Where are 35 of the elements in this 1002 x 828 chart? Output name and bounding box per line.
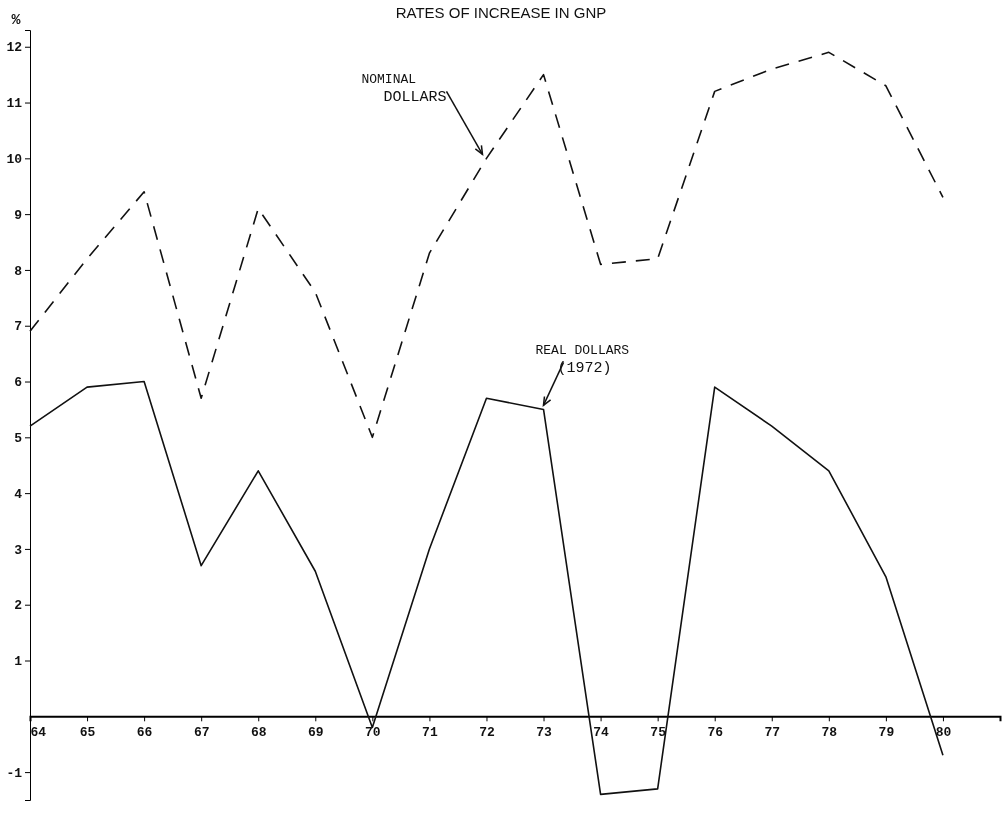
line-series xyxy=(29,51,944,439)
annotation: REAL DOLLARS (1972) xyxy=(535,343,630,378)
y-tick-label: 3 xyxy=(14,542,23,558)
x-tick-label: 72 xyxy=(479,725,495,740)
x-tick-label: 69 xyxy=(307,725,324,740)
y-tick-label: 4 xyxy=(14,486,23,502)
y-tick-label: 11 xyxy=(6,96,23,112)
y-tick-label: 8 xyxy=(14,263,23,279)
x-tick-label: 77 xyxy=(764,725,781,740)
x-tick-label: 78 xyxy=(821,725,838,740)
y-tick-label: 12 xyxy=(6,40,23,56)
x-tick-label: 68 xyxy=(250,725,267,740)
x-tick-label: 75 xyxy=(650,725,667,740)
y-tick-label: 5 xyxy=(14,430,23,446)
x-tick-label: 64 xyxy=(30,725,47,740)
y-tick-label: 6 xyxy=(14,375,23,391)
y-tick-label: 1 xyxy=(14,654,23,670)
x-tick-label: 73 xyxy=(536,725,553,740)
y-tick-label: -1 xyxy=(6,765,23,781)
x-tick-label: 65 xyxy=(79,725,96,740)
x-tick-label: 79 xyxy=(878,725,895,740)
y-tick-label: 7 xyxy=(14,319,22,335)
x-tick-label: 80 xyxy=(935,725,952,740)
y-tick-label: 10 xyxy=(6,151,23,167)
x-tick-label: 76 xyxy=(707,725,724,740)
x-tick-label: 71 xyxy=(422,725,438,740)
y-tick-label: 9 xyxy=(14,207,23,223)
annotation: NOMINAL DOLLARS xyxy=(361,72,447,107)
x-tick-label: 67 xyxy=(193,725,210,740)
x-tick-label: 70 xyxy=(365,725,381,740)
x-tick-label: 66 xyxy=(136,725,153,740)
x-tick-label: 74 xyxy=(593,725,610,740)
y-axis-title: % xyxy=(11,12,22,29)
y-tick-label: 2 xyxy=(14,598,23,614)
chart-title: RATES OF INCREASE IN GNP xyxy=(395,4,607,21)
